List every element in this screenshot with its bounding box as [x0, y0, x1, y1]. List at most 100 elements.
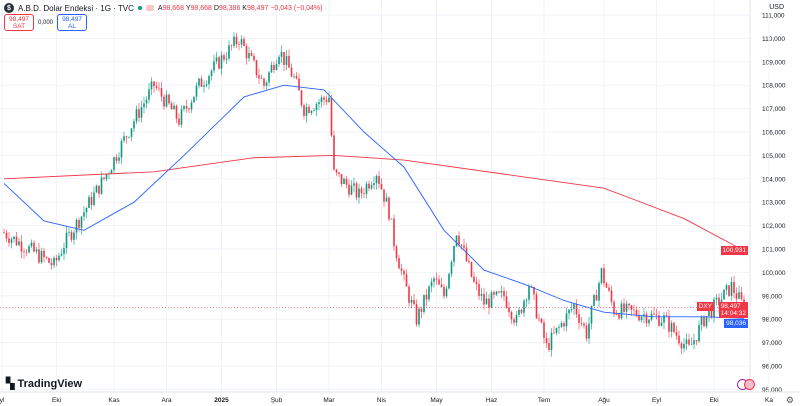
candle-body: [418, 308, 420, 325]
candle-body: [203, 85, 205, 87]
candle-body: [223, 55, 225, 60]
candle-body: [323, 97, 325, 100]
candle-body: [688, 339, 690, 345]
candle-body: [403, 270, 405, 275]
candle-body: [258, 75, 260, 79]
market-open-icon: [137, 6, 142, 10]
candle-body: [695, 340, 698, 342]
ohlc-values: A98,668 Y98,668 D98,386 K98,497 −0,043 (…: [157, 4, 323, 12]
candle-body: [115, 157, 118, 161]
candle-body: [663, 315, 665, 323]
settings-gear-icon[interactable]: ⚙: [785, 395, 794, 405]
candle-body: [578, 314, 580, 323]
candle-body: [495, 291, 498, 295]
candle-body: [360, 188, 363, 194]
candle-body: [468, 261, 470, 263]
symbol-tag: DXY: [696, 302, 714, 311]
y-tick-label: 104,000: [762, 176, 786, 183]
candle-body: [228, 45, 230, 59]
x-tick-label: Mar: [323, 397, 335, 404]
candle-body: [138, 109, 140, 118]
candle-body: [343, 178, 345, 184]
candle-body: [713, 299, 715, 318]
candle-body: [390, 218, 393, 220]
candle-body: [65, 232, 68, 249]
candle-body: [183, 106, 185, 110]
candle-body: [395, 246, 398, 259]
candle-body: [643, 314, 645, 317]
candle-body: [195, 85, 198, 97]
candle-body: [598, 283, 600, 301]
candle-body: [93, 192, 95, 205]
candle-body: [255, 60, 258, 76]
candle-body: [153, 81, 155, 87]
candle-body: [243, 39, 245, 46]
candle-body: [690, 344, 693, 345]
events-badge-icon[interactable]: [737, 379, 757, 391]
candle-body: [718, 297, 720, 306]
candle-body: [440, 284, 443, 287]
candle-body: [8, 238, 10, 243]
candle-body: [460, 244, 463, 246]
y-tick-label: 103,000: [762, 200, 786, 207]
candle-body: [533, 286, 535, 295]
candle-body: [715, 297, 718, 300]
candle-body: [30, 242, 33, 247]
candle-body: [13, 236, 15, 239]
buy-button[interactable]: 98,497 AL: [57, 14, 88, 31]
candle-body: [653, 313, 655, 315]
candle-body: [430, 281, 433, 287]
candle-body: [33, 242, 35, 252]
candle-body: [483, 294, 485, 305]
x-tick-label: Kas: [108, 397, 120, 404]
candle-body: [35, 249, 38, 252]
candle-body: [328, 97, 330, 103]
candle-body: [703, 316, 705, 327]
candle-body: [575, 304, 578, 315]
candle-body: [413, 299, 415, 305]
candle-body: [43, 250, 45, 258]
candle-body: [78, 219, 80, 228]
candle-body: [480, 294, 483, 296]
candle-body: [475, 281, 478, 285]
candle-body: [333, 135, 335, 170]
candle-body: [225, 58, 228, 60]
candle-body: [513, 319, 515, 323]
sell-button[interactable]: 98,497 SAT: [4, 14, 34, 31]
candle-body: [613, 301, 615, 315]
candle-body: [3, 232, 5, 234]
candle-body: [198, 78, 200, 86]
x-tick-label: Ara: [161, 397, 172, 404]
candle-body: [510, 312, 513, 320]
y-tick-label: 107,000: [762, 106, 786, 113]
ma50-price-tag: 98,036: [724, 319, 748, 328]
candle-body: [398, 258, 400, 269]
candle-body: [500, 291, 503, 293]
candle-body: [565, 313, 568, 327]
candle-body: [625, 303, 628, 312]
y-tick-label: 109,000: [762, 59, 786, 66]
candle-body: [385, 197, 388, 202]
candle-body: [218, 57, 220, 69]
candle-body: [363, 193, 365, 194]
candle-body: [378, 175, 380, 184]
ma200-line: [3, 154, 745, 252]
candle-body: [160, 88, 163, 97]
tradingview-logo[interactable]: ▚ TradingView: [6, 377, 82, 391]
candle-body: [335, 169, 338, 173]
candle-body: [508, 307, 510, 313]
candle-body: [293, 76, 295, 77]
symbol-title[interactable]: A.B.D. Dolar Endeksi · 1G · TVC: [18, 3, 134, 13]
candle-body: [260, 78, 263, 79]
candle-body: [280, 51, 283, 57]
candle-body: [523, 300, 525, 313]
candle-body: [68, 232, 70, 233]
y-tick-label: 99,000: [762, 293, 782, 300]
candle-body: [738, 292, 740, 299]
candle-body: [240, 39, 243, 45]
y-tick-label: 95,000: [762, 387, 782, 394]
currency-label[interactable]: USD: [769, 4, 784, 11]
candle-body: [528, 286, 530, 300]
candle-body: [120, 140, 123, 158]
